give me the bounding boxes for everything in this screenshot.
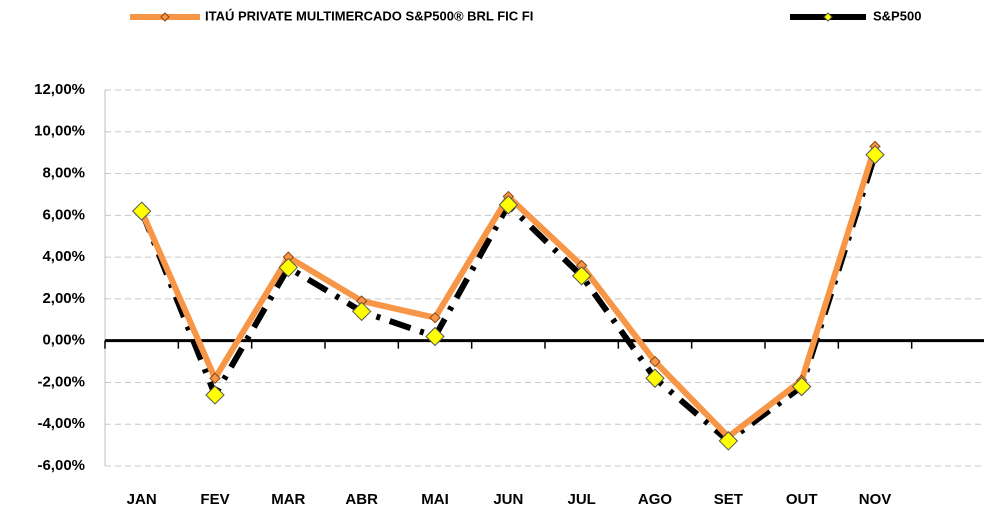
y-tick-label: -4,00% bbox=[37, 415, 85, 432]
point-marker bbox=[351, 301, 372, 322]
point-marker bbox=[131, 201, 152, 221]
x-tick-label: OUT bbox=[786, 491, 818, 508]
x-tick-label: JUL bbox=[567, 491, 595, 508]
point-marker bbox=[209, 372, 221, 384]
x-tick-label: AGO bbox=[638, 491, 673, 508]
x-tick-label: ABR bbox=[345, 491, 378, 508]
y-tick-label: 4,00% bbox=[42, 248, 85, 265]
y-tick-label: 6,00% bbox=[42, 206, 85, 223]
point-marker bbox=[425, 326, 445, 347]
legend-label: ITAÚ PRIVATE MULTIMERCADO S&P500® BRL FI… bbox=[205, 8, 533, 23]
legend-marker bbox=[823, 12, 833, 22]
point-marker bbox=[791, 376, 812, 397]
series-line bbox=[138, 145, 878, 440]
x-tick-label: MAI bbox=[421, 491, 449, 508]
y-tick-label: 12,00% bbox=[34, 81, 85, 98]
point-marker bbox=[278, 257, 299, 278]
y-tick-label: 10,00% bbox=[34, 123, 85, 140]
point-marker bbox=[718, 431, 739, 451]
y-tick-label: -2,00% bbox=[37, 373, 85, 390]
x-tick-label: MAR bbox=[271, 491, 305, 508]
x-tick-label: SET bbox=[714, 491, 743, 508]
x-tick-label: JUN bbox=[493, 491, 523, 508]
point-marker bbox=[498, 195, 519, 215]
point-marker bbox=[649, 355, 661, 368]
legend-label: S&P500 bbox=[873, 8, 921, 23]
point-marker bbox=[429, 311, 441, 324]
x-tick-label: FEV bbox=[200, 491, 229, 508]
y-tick-label: -6,00% bbox=[37, 457, 85, 474]
y-tick-label: 0,00% bbox=[42, 332, 85, 349]
point-marker bbox=[205, 385, 225, 405]
y-tick-label: 8,00% bbox=[42, 165, 85, 182]
y-tick-label: 2,00% bbox=[42, 290, 85, 307]
x-tick-label: JAN bbox=[127, 491, 157, 508]
point-marker bbox=[865, 145, 885, 165]
x-tick-label: NOV bbox=[859, 491, 892, 508]
point-marker bbox=[645, 368, 665, 388]
point-marker bbox=[571, 266, 592, 286]
legend-marker bbox=[160, 12, 170, 22]
